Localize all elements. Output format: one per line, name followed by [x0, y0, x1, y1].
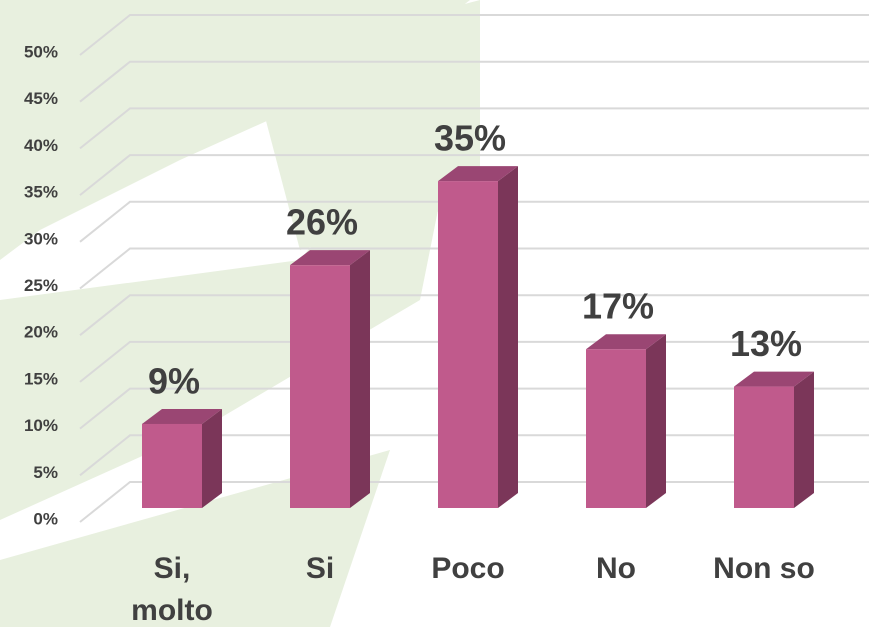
- grid-line: [79, 294, 869, 336]
- grid-line: [79, 200, 869, 243]
- bar: [290, 265, 350, 508]
- bar-top: [290, 250, 370, 266]
- y-tick-label: 40%: [24, 136, 58, 155]
- bar: [734, 386, 794, 508]
- grid-line: [79, 107, 869, 150]
- y-tick-label: 45%: [24, 89, 58, 108]
- y-tick-label: 35%: [24, 183, 58, 202]
- data-label: 13%: [730, 323, 802, 364]
- grid-line: [79, 154, 869, 196]
- x-tick-label: Si: [305, 552, 335, 585]
- bar: [142, 423, 202, 508]
- y-tick-label: 15%: [24, 369, 58, 388]
- background: [0, 0, 480, 627]
- data-label: 26%: [286, 202, 358, 243]
- x-tick-label: Non so: [713, 552, 815, 585]
- bar-top: [142, 408, 222, 424]
- data-label: 35%: [434, 118, 506, 159]
- bar-side: [646, 334, 666, 508]
- bar-side: [794, 371, 814, 508]
- y-tick-label: 25%: [24, 276, 58, 295]
- bar-top: [734, 371, 814, 387]
- bar-top: [438, 166, 518, 182]
- data-label: 17%: [582, 286, 654, 327]
- bar-side: [350, 250, 370, 508]
- grid-line: [79, 14, 869, 56]
- x-tick-label: Poco: [431, 552, 505, 585]
- y-tick-label: 50%: [24, 42, 58, 61]
- y-tick-label: 5%: [33, 463, 58, 482]
- grid-line: [79, 247, 869, 290]
- y-tick-label: 10%: [24, 416, 58, 435]
- y-tick-label: 30%: [24, 229, 58, 248]
- bar-top: [586, 334, 666, 350]
- x-tick-label: No: [596, 552, 636, 585]
- x-tick-label: Si, molto: [131, 552, 213, 627]
- y-tick-label: 20%: [24, 323, 58, 342]
- bar: [586, 349, 646, 508]
- bar-side: [202, 408, 222, 508]
- grid-line: [79, 60, 869, 103]
- bar: [438, 181, 498, 508]
- y-tick-label: 0%: [33, 509, 58, 528]
- bar-side: [498, 166, 518, 508]
- data-label: 9%: [148, 360, 200, 401]
